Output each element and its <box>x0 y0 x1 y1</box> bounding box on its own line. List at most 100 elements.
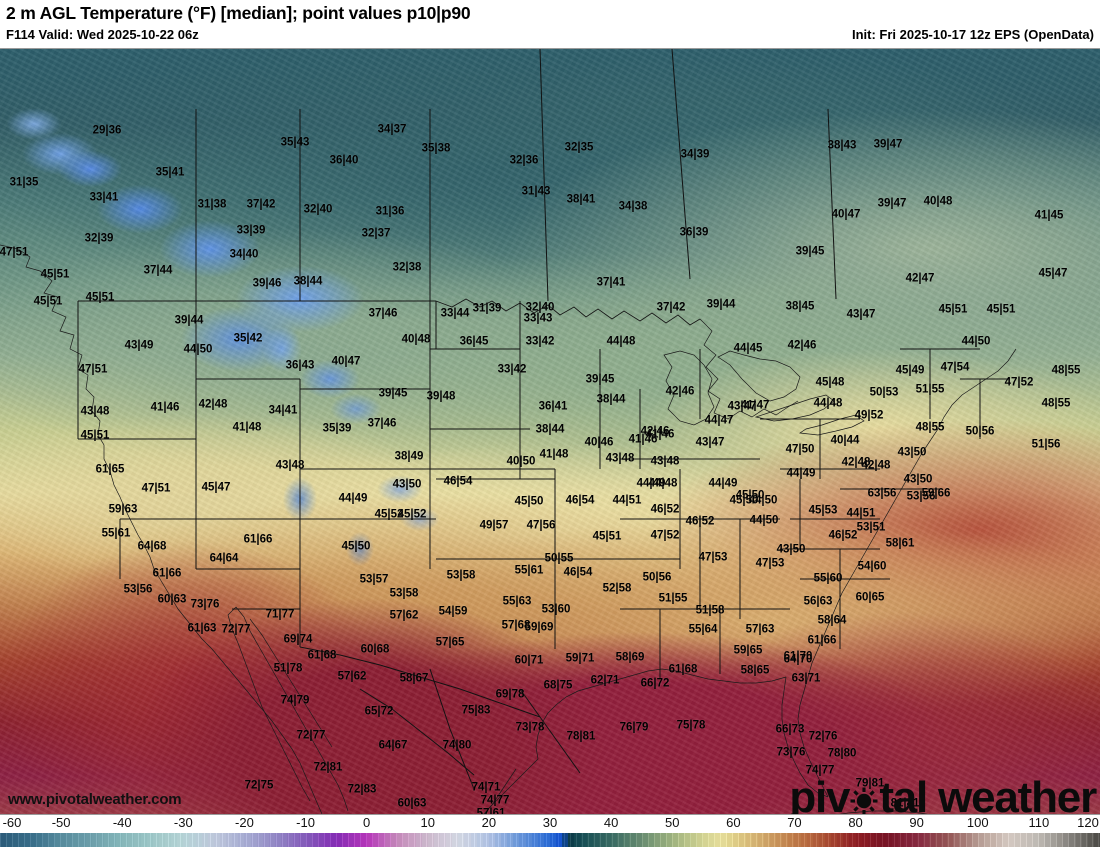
point-value-label: 64|68 <box>137 540 167 553</box>
colorbar[interactable]: -60 -50 -40 -30 -20 -10 0 10 20 30 40 50 60 70 80 90 100… <box>0 815 1100 850</box>
colorbar-segment <box>220 833 227 847</box>
colorbar-segment <box>177 833 184 847</box>
point-value-label: 47|53 <box>755 557 785 570</box>
point-value-label: 51|55 <box>658 592 688 605</box>
point-value-label: 73|76 <box>776 746 806 759</box>
point-value-label: 32|39 <box>84 232 114 245</box>
colorbar-segment <box>1020 833 1028 847</box>
colorbar-segment <box>629 833 637 847</box>
colorbar-gradient-strip[interactable] <box>0 833 1100 847</box>
colorbar-segment <box>947 833 954 847</box>
brand-text-post: tal weather <box>879 773 1097 815</box>
colorbar-segment <box>861 833 869 847</box>
colorbar-segment <box>739 833 747 847</box>
colorbar-segment <box>1002 833 1009 847</box>
point-value-label: 32|38 <box>392 261 422 274</box>
colorbar-segment <box>1081 833 1089 847</box>
colorbar-tick-label: 80 <box>848 815 863 830</box>
point-value-label: 44|49 <box>786 467 816 480</box>
point-value-label: 35|41 <box>155 166 185 179</box>
point-value-label: 45|50 <box>735 489 765 502</box>
colorbar-segment <box>262 833 270 847</box>
point-value-label: 46|52 <box>685 515 715 528</box>
colorbar-segment <box>281 833 288 847</box>
point-value-label: 74|80 <box>442 739 472 752</box>
map-canvas[interactable]: 31|35 29|36 33|41 32|39 47|51 45|51 45|51 35|41… <box>0 49 1100 814</box>
point-value-label: 33|44 <box>440 307 470 320</box>
point-value-label: 42|48 <box>841 456 871 469</box>
colorbar-segment <box>556 833 563 847</box>
colorbar-segment <box>800 833 808 847</box>
point-value-label: 51|55 <box>915 383 945 396</box>
geography-overlay <box>0 49 1100 814</box>
colorbar-segment <box>183 833 191 847</box>
colorbar-segment <box>372 833 380 847</box>
point-value-label: 47|54 <box>940 361 970 374</box>
colorbar-segment <box>24 833 32 847</box>
point-value-label: 60|65 <box>855 591 885 604</box>
colorbar-segment <box>110 833 117 847</box>
colorbar-segment <box>1069 833 1077 847</box>
point-value-label: 46|52 <box>828 529 858 542</box>
colorbar-segment <box>440 833 447 847</box>
point-value-label: 79|81 <box>855 777 885 790</box>
point-value-label: 57|65 <box>435 636 465 649</box>
point-value-label: 46|54 <box>443 475 473 488</box>
point-value-label: 40|46 <box>584 436 614 449</box>
colorbar-segment <box>97 833 105 847</box>
colorbar-segment <box>385 833 392 847</box>
point-value-label: 48|55 <box>915 421 945 434</box>
colorbar-segment <box>647 833 655 847</box>
colorbar-tick-label: 60 <box>726 815 741 830</box>
colorbar-segment <box>158 833 166 847</box>
point-value-label: 63|71 <box>791 672 821 685</box>
point-value-label: 35|42 <box>233 332 263 345</box>
point-value-label: 41|48 <box>539 448 569 461</box>
colorbar-segment <box>1008 833 1016 847</box>
point-value-label: 52|58 <box>602 582 632 595</box>
colorbar-segment <box>207 833 215 847</box>
point-value-label: 55|60 <box>813 572 843 585</box>
point-value-label: 47|52 <box>1004 376 1034 389</box>
colorbar-segment <box>696 833 704 847</box>
colorbar-segment <box>623 833 631 847</box>
point-value-label: 39|44 <box>706 298 736 311</box>
point-value-label: 47|56 <box>526 519 556 532</box>
sun-gear-icon <box>849 786 879 814</box>
colorbar-segment <box>782 833 789 847</box>
point-value-label: 58|61 <box>885 537 915 550</box>
map-viewport[interactable]: 31|35 29|36 33|41 32|39 47|51 45|51 45|51 35|41… <box>0 48 1100 815</box>
colorbar-tick-label: -40 <box>112 815 132 830</box>
colorbar-segment <box>641 833 649 847</box>
point-value-label: 43|48 <box>80 405 110 418</box>
colorbar-segment <box>244 833 252 847</box>
point-value-label: 39|45 <box>585 373 615 386</box>
point-value-label: 34|37 <box>377 123 407 136</box>
colorbar-segment <box>855 833 863 847</box>
point-value-label: 69|74 <box>283 633 313 646</box>
colorbar-segment <box>122 833 129 847</box>
colorbar-segment <box>507 833 514 847</box>
point-value-label: 75|83 <box>461 704 491 717</box>
colorbar-segment <box>977 833 985 847</box>
point-value-label: 39|47 <box>877 197 907 210</box>
point-value-label: 54|59 <box>438 605 468 618</box>
colorbar-segment <box>831 833 838 847</box>
point-value-label: 36|45 <box>459 335 489 348</box>
point-value-label: 58|67 <box>399 672 429 685</box>
colorbar-segment <box>403 833 411 847</box>
point-value-label: 31|43 <box>521 185 551 198</box>
point-value-label: 38|44 <box>535 423 565 436</box>
point-value-label: 50|56 <box>642 571 672 584</box>
point-value-label: 45|51 <box>592 530 622 543</box>
point-value-label: 31|36 <box>375 205 405 218</box>
point-value-label: 62|71 <box>590 674 620 687</box>
page-title: 2 m AGL Temperature (°F) [median]; point… <box>6 3 471 24</box>
point-value-label: 32|36 <box>509 154 539 167</box>
colorbar-segment <box>996 833 1003 847</box>
point-value-label: 45|53 <box>808 504 838 517</box>
colorbar-segment <box>959 833 967 847</box>
colorbar-segment <box>745 833 753 847</box>
colorbar-tick-label: 30 <box>542 815 558 830</box>
colorbar-segment <box>757 833 765 847</box>
